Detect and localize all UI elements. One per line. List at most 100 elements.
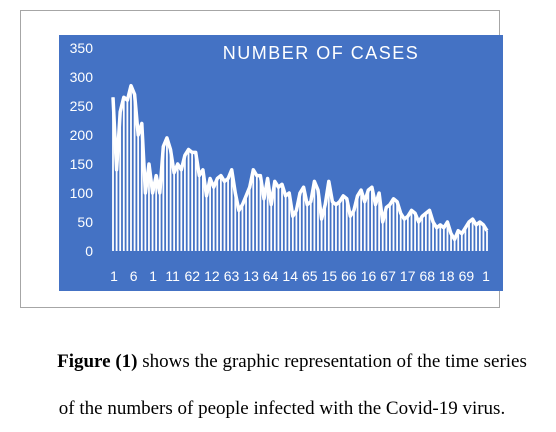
- x-tick-label: 6: [130, 268, 138, 284]
- bar: [263, 198, 265, 251]
- bar: [399, 213, 402, 251]
- bar: [320, 219, 323, 251]
- chart-background: [59, 35, 503, 291]
- bar: [453, 239, 456, 251]
- bar: [356, 195, 359, 251]
- x-tick-label: 1: [110, 268, 118, 284]
- y-tick-label: 0: [85, 243, 93, 259]
- bar: [230, 169, 233, 251]
- bar: [446, 222, 449, 251]
- x-tick-label: 63: [224, 268, 240, 284]
- bar: [457, 230, 460, 251]
- bar: [241, 204, 244, 251]
- bar: [371, 187, 373, 251]
- bar: [148, 164, 150, 251]
- bar: [406, 216, 409, 251]
- x-tick-label: 16: [361, 268, 377, 284]
- x-tick-label: 66: [341, 268, 357, 284]
- bar: [335, 204, 337, 251]
- bar: [162, 146, 165, 251]
- bar: [385, 207, 388, 251]
- bar: [227, 178, 229, 251]
- bar: [410, 210, 413, 251]
- bar: [126, 100, 129, 251]
- bar: [281, 184, 283, 251]
- bar: [155, 175, 158, 251]
- x-tick-label: 68: [420, 268, 436, 284]
- y-tick-label: 350: [70, 40, 94, 56]
- bar: [173, 172, 176, 251]
- bar: [180, 169, 183, 251]
- bar: [259, 175, 262, 251]
- x-tick-label: 14: [282, 268, 298, 284]
- bar: [122, 97, 125, 251]
- bar: [234, 193, 237, 251]
- x-tick-label: 1: [482, 268, 490, 284]
- bar: [266, 178, 269, 251]
- bar: [442, 227, 445, 251]
- bar: [417, 222, 420, 251]
- bar: [291, 216, 294, 251]
- y-tick-label: 250: [70, 98, 94, 114]
- x-tick-label: 64: [263, 268, 279, 284]
- y-tick-label: 300: [70, 69, 94, 85]
- y-tick-label: 50: [77, 214, 93, 230]
- bar: [119, 111, 122, 251]
- x-tick-label: 11: [165, 268, 180, 284]
- x-tick-label: 12: [204, 268, 220, 284]
- bar: [460, 233, 463, 251]
- bar: [151, 193, 154, 251]
- bar: [295, 210, 298, 251]
- bar: [432, 222, 434, 251]
- figure-label: Figure (1): [57, 351, 138, 372]
- y-tick-label: 100: [70, 185, 94, 201]
- bar: [277, 187, 280, 251]
- bar: [198, 175, 201, 251]
- bar: [486, 230, 488, 251]
- bar: [273, 181, 276, 251]
- bar: [248, 187, 251, 251]
- bar: [212, 187, 215, 251]
- bar: [471, 219, 474, 251]
- bar: [288, 193, 291, 251]
- x-tick-label: 67: [380, 268, 396, 284]
- bar: [324, 204, 327, 251]
- bar: [478, 222, 481, 251]
- caption-line2: of the numbers of people infected with t…: [58, 398, 506, 419]
- bar: [331, 201, 334, 251]
- bar: [360, 190, 363, 251]
- bar: [237, 210, 240, 251]
- bar: [252, 169, 255, 251]
- x-tick-label: 18: [439, 268, 455, 284]
- x-tick-label: 62: [185, 268, 201, 284]
- bar: [133, 94, 136, 252]
- bar: [309, 201, 312, 251]
- bar: [475, 224, 478, 251]
- bar: [299, 193, 301, 251]
- bar: [342, 195, 345, 251]
- bar: [374, 204, 377, 251]
- bar: [130, 85, 132, 251]
- bar: [313, 181, 316, 251]
- bar: [115, 169, 118, 251]
- bar: [223, 181, 226, 251]
- chart-title: NUMBER OF CASES: [223, 43, 420, 63]
- bar: [327, 181, 330, 251]
- bar: [482, 224, 485, 251]
- bar: [302, 187, 305, 251]
- bar: [414, 213, 416, 251]
- bar: [176, 164, 179, 251]
- bar: [191, 152, 194, 251]
- x-tick-label: 65: [302, 268, 318, 284]
- bar: [353, 210, 355, 251]
- bar: [137, 135, 140, 251]
- bar: [389, 204, 391, 251]
- bar: [205, 195, 208, 251]
- series-line: [111, 83, 489, 242]
- y-tick-label: 150: [70, 156, 94, 172]
- bar: [421, 216, 424, 251]
- bar: [435, 227, 438, 251]
- bar: [317, 190, 319, 251]
